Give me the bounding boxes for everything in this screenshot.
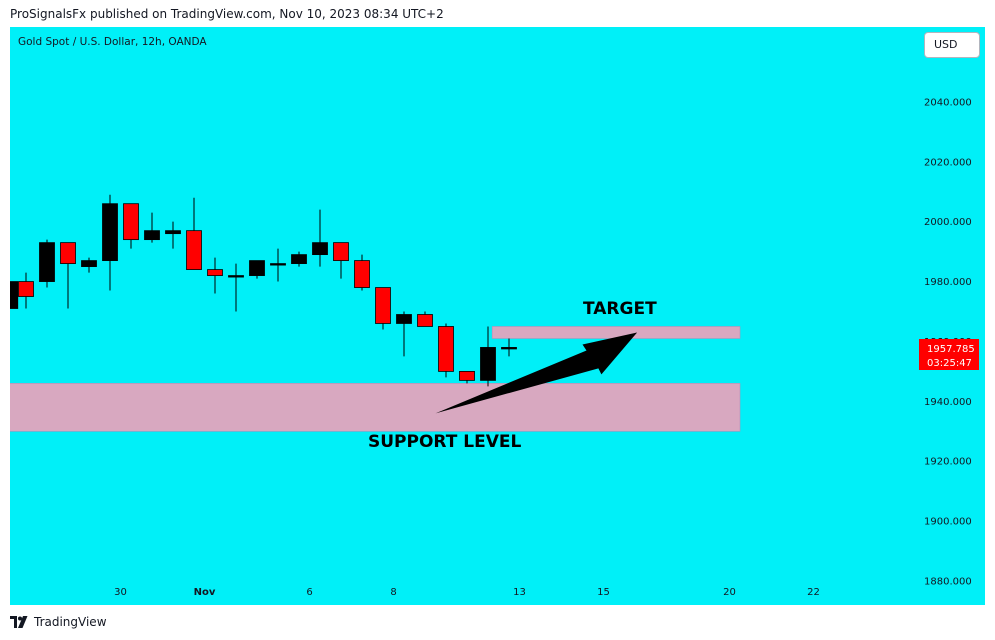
candle <box>165 221 181 249</box>
candle-body <box>459 371 475 381</box>
y-tick-label: 1920.000 <box>924 457 972 468</box>
x-tick-label: 6 <box>306 587 312 598</box>
candle-body <box>480 347 496 381</box>
time-axis[interactable]: 30 Nov 6 8 13 15 20 22 <box>114 587 820 598</box>
candle-body <box>396 314 412 324</box>
x-tick-label: 20 <box>723 587 736 598</box>
candle-body <box>18 281 34 297</box>
candle-body <box>333 242 349 261</box>
x-tick-label: 8 <box>390 587 396 598</box>
y-tick-label: 1980.000 <box>924 277 972 288</box>
candle <box>123 203 139 249</box>
candle <box>333 242 349 279</box>
candle-body <box>186 230 202 270</box>
x-tick-label: 13 <box>513 587 526 598</box>
candle-body <box>144 230 160 241</box>
candle <box>438 323 454 378</box>
candle-body <box>39 242 55 282</box>
footer: TradingView <box>10 612 107 632</box>
x-tick-label: 15 <box>597 587 610 598</box>
candles-layer <box>10 194 517 387</box>
candle-body <box>81 260 97 267</box>
target-zone <box>491 326 741 339</box>
candle <box>81 257 97 273</box>
support-zone <box>10 383 741 432</box>
candle <box>18 272 34 309</box>
y-tick-label: 2040.000 <box>924 97 972 108</box>
candle-partial <box>10 281 19 309</box>
tradingview-logo-icon <box>10 616 28 628</box>
y-tick-label: 1940.000 <box>924 397 972 408</box>
candle-body <box>207 269 223 276</box>
publisher-header: ProSignalsFx published on TradingView.co… <box>10 7 444 21</box>
last-price-value: 1957.785 <box>927 344 975 355</box>
candle <box>417 311 433 327</box>
candle <box>39 239 55 288</box>
candle <box>144 212 160 243</box>
x-tick-label: Nov <box>194 587 216 598</box>
chart-background <box>10 27 985 605</box>
candle-body <box>291 254 307 264</box>
target-annotation: TARGET <box>583 299 657 319</box>
candle <box>501 338 517 357</box>
currency-button[interactable]: USD <box>924 32 980 58</box>
candle <box>354 254 370 291</box>
support-level-annotation: SUPPORT LEVEL <box>368 432 521 452</box>
tradingview-brand: TradingView <box>34 615 107 629</box>
candle-body <box>228 275 244 278</box>
candle <box>207 257 223 294</box>
bar-countdown: 03:25:47 <box>927 358 972 369</box>
y-tick-label: 1880.000 <box>924 577 972 588</box>
candle-body <box>270 263 286 266</box>
candle <box>396 311 412 357</box>
candle-body <box>102 203 118 261</box>
trend-arrow <box>435 332 638 414</box>
y-tick-label: 1900.000 <box>924 517 972 528</box>
candle <box>228 263 244 312</box>
symbol-title: Gold Spot / U.S. Dollar, 12h, OANDA <box>18 36 207 48</box>
candle-body <box>10 281 19 309</box>
chart-frame[interactable]: 2060.0002040.0002020.0002000.0001980.000… <box>10 27 985 605</box>
candle-body <box>417 314 433 327</box>
arrow-layer <box>435 332 638 414</box>
candle-body <box>501 347 517 350</box>
y-tick-label: 2020.000 <box>924 157 972 168</box>
candle-body <box>312 242 328 256</box>
last-price-label-bg <box>919 339 979 370</box>
candlestick-chart[interactable]: 2060.0002040.0002020.0002000.0001980.000… <box>10 27 985 605</box>
y-tick-label: 2000.000 <box>924 217 972 228</box>
candle-body <box>123 203 139 241</box>
candle <box>480 326 496 387</box>
candle <box>186 197 202 270</box>
candle-body <box>249 260 265 276</box>
candle-body <box>354 260 370 288</box>
candle <box>270 248 286 282</box>
candle <box>375 287 391 330</box>
candle <box>291 251 307 267</box>
candle <box>60 242 76 309</box>
candle <box>312 209 328 267</box>
candle <box>102 194 118 291</box>
x-tick-label: 30 <box>114 587 127 598</box>
x-tick-label: 22 <box>807 587 820 598</box>
candle <box>459 371 475 384</box>
candle-body <box>438 326 454 372</box>
candle-body <box>375 287 391 324</box>
candle-body <box>165 230 181 235</box>
candle-body <box>60 242 76 264</box>
last-price-label: 1957.785 03:25:47 <box>919 339 979 370</box>
zones-layer <box>10 326 741 432</box>
candle <box>249 260 265 279</box>
